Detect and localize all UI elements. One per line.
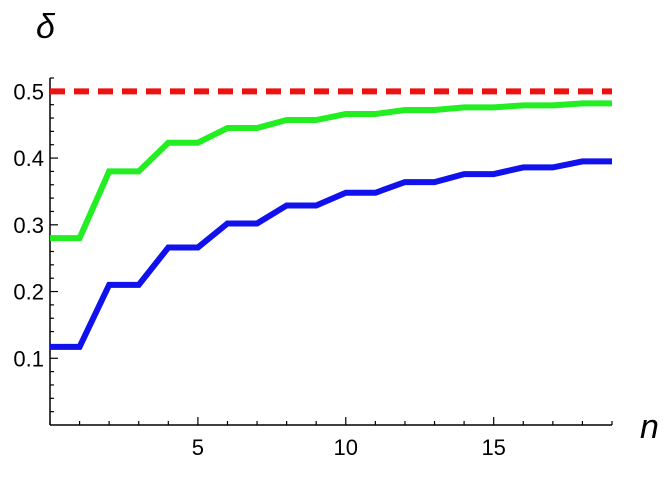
x-tick-label: 10: [334, 435, 358, 460]
green-series-line: [50, 100, 612, 242]
x-axis-title: n: [640, 408, 659, 446]
x-tick-label: 5: [192, 435, 204, 460]
y-tick-label: 0.1: [13, 346, 44, 371]
axes: [49, 77, 613, 426]
y-tick-label: 0.3: [13, 213, 44, 238]
y-tick-label: 0.2: [13, 280, 44, 305]
labels-layer: 0.1 0.2 0.3 0.4 0.5 5 10 15 δ n: [13, 8, 659, 460]
y-axis-title: δ: [36, 8, 56, 46]
y-tick-label: 0.4: [13, 146, 44, 171]
x-tick-label: 15: [481, 435, 505, 460]
blue-series-line: [50, 158, 612, 350]
y-tick-label: 0.5: [13, 79, 44, 104]
series-layer: [50, 88, 612, 350]
